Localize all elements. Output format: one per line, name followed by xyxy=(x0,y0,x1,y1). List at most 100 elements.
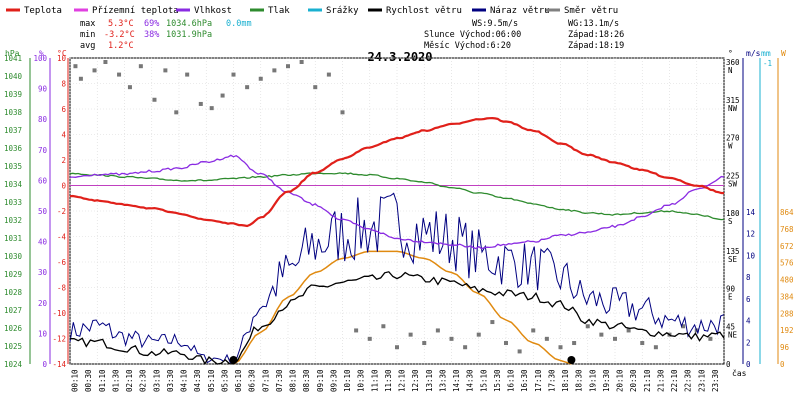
axis-label-pct: % xyxy=(39,49,44,58)
tick-deg: 315 xyxy=(726,96,740,105)
tick-ms: 6 xyxy=(746,295,751,304)
tick-pct: 50 xyxy=(38,207,48,216)
wind-dir-point xyxy=(73,64,78,69)
info-wind-gust: WG:13.1m/s xyxy=(568,19,619,29)
wind-dir-point xyxy=(435,328,440,333)
tick-time: 09:30 xyxy=(329,369,338,392)
wind-dir-point xyxy=(531,328,536,333)
wind-dir-point xyxy=(367,336,372,341)
wind-dir-point xyxy=(127,85,132,90)
legend-label: Tlak xyxy=(268,6,290,16)
tick-time: 11:30 xyxy=(384,369,393,392)
wind-dir-point xyxy=(490,320,495,325)
wind-dir-point xyxy=(245,85,250,90)
legend-label: Vlhkost xyxy=(194,6,232,16)
tick-pct: 100 xyxy=(33,54,47,63)
tick-hpa: 1028 xyxy=(4,288,23,297)
tick-time: 01:10 xyxy=(98,369,107,392)
tick-w: 0 xyxy=(780,360,785,369)
tick-pct: 60 xyxy=(38,176,48,185)
legend-label: Teplota xyxy=(24,6,62,16)
tick-pct: 10 xyxy=(38,329,48,338)
wind-dir-point xyxy=(231,72,236,77)
wind-dir-point xyxy=(449,336,454,341)
wind-dir-point xyxy=(653,345,658,350)
tick-time: 18:10 xyxy=(561,369,570,392)
tick-time: 22:30 xyxy=(684,369,693,392)
wind-dir-point xyxy=(558,345,563,350)
wind-dir-point xyxy=(613,336,617,341)
info-moonrise: Měsíc Východ:6:20 xyxy=(424,41,511,51)
humidity-line xyxy=(70,154,725,250)
sunset-marker xyxy=(567,356,576,364)
legend-label: Náraz větru xyxy=(490,6,550,16)
tick-time: 17:10 xyxy=(534,369,543,392)
tick-time: 21:10 xyxy=(643,369,652,392)
tick-celsius: 8 xyxy=(61,80,66,89)
info-block: WS:9.5m/s WG:13.1m/s Slunce Východ:06:00 Zá… xyxy=(424,19,624,51)
wind-dir-point xyxy=(103,60,108,64)
axis-label-celsius: °C xyxy=(57,49,67,58)
tick-time: 02:30 xyxy=(139,369,148,392)
info-sunrise: Slunce Východ:06:00 xyxy=(424,30,521,40)
tick-dir: W xyxy=(728,142,733,151)
tick-hpa: 1036 xyxy=(4,144,23,153)
wind-dir-point xyxy=(395,345,399,350)
wind-dir-point xyxy=(258,76,263,81)
wind-dir-point xyxy=(209,106,214,111)
tick-time: 21:30 xyxy=(656,369,665,392)
wind-dir-point xyxy=(681,324,686,329)
axis-label-time: čas xyxy=(732,368,747,378)
tick-w: 96 xyxy=(780,343,790,352)
stats-min-pressure: 1031.9hPa xyxy=(166,30,212,40)
wind-dir-point xyxy=(272,68,277,73)
tick-time: 12:10 xyxy=(398,369,407,392)
wind-dir-point xyxy=(326,72,331,77)
wind-dir-point xyxy=(198,101,203,106)
wind-dir-point xyxy=(517,349,522,354)
tick-w: 288 xyxy=(780,309,794,318)
tick-time: 23:10 xyxy=(697,369,706,392)
tick-w: 576 xyxy=(780,259,794,268)
tick-dir: SE xyxy=(728,255,738,264)
axis-label-w: W xyxy=(781,49,786,58)
tick-celsius: 10 xyxy=(57,54,67,63)
tick-ms: 8 xyxy=(746,273,751,282)
wind-dir-point xyxy=(640,341,645,346)
tick-celsius: -6 xyxy=(57,258,67,267)
tick-hpa: 1041 xyxy=(4,54,22,63)
legend: Teplota Přízemní teplota Vlhkost Tlak Srážky… xyxy=(6,6,618,16)
tick-time: 12:30 xyxy=(411,369,420,392)
tick-dir: S xyxy=(728,217,733,226)
tick-time: 05:10 xyxy=(207,369,216,392)
tick-deg: 360 xyxy=(726,58,740,67)
wind-dir-point xyxy=(152,97,157,102)
tick-pct: 90 xyxy=(38,85,48,94)
wind-dir-point xyxy=(174,110,179,115)
axis-label-mm: mm xyxy=(761,49,771,58)
tick-hpa: 1025 xyxy=(4,342,22,351)
tick-deg: 45 xyxy=(726,322,735,331)
tick-dir: NE xyxy=(728,330,738,339)
tick-hpa: 1038 xyxy=(4,108,23,117)
tick-time: 20:30 xyxy=(629,369,638,392)
tick-time: 10:10 xyxy=(343,369,352,392)
wind-speed-line xyxy=(70,271,725,366)
stats-min-humidity: 38% xyxy=(144,30,159,40)
stats-min-temp: -3.2°C xyxy=(104,30,135,40)
wind-dir-point xyxy=(463,345,468,350)
tick-time: 00:30 xyxy=(84,369,93,392)
tick-time: 04:10 xyxy=(180,369,189,392)
legend-label: Směr větru xyxy=(564,6,618,16)
wind-dir-point xyxy=(117,72,122,77)
tick-dir: E xyxy=(728,293,733,302)
wind-dir-point xyxy=(504,341,508,346)
tick-pct: 20 xyxy=(38,299,48,308)
stats-max-pressure: 1034.6hPa xyxy=(166,19,212,29)
tick-hpa: 1032 xyxy=(4,216,22,225)
tick-hpa: 1033 xyxy=(4,198,22,207)
tick-ms: 2 xyxy=(746,338,751,347)
tick-time: 16:10 xyxy=(507,369,516,392)
wind-dir-point xyxy=(299,60,304,64)
tick-celsius: -12 xyxy=(52,335,66,344)
